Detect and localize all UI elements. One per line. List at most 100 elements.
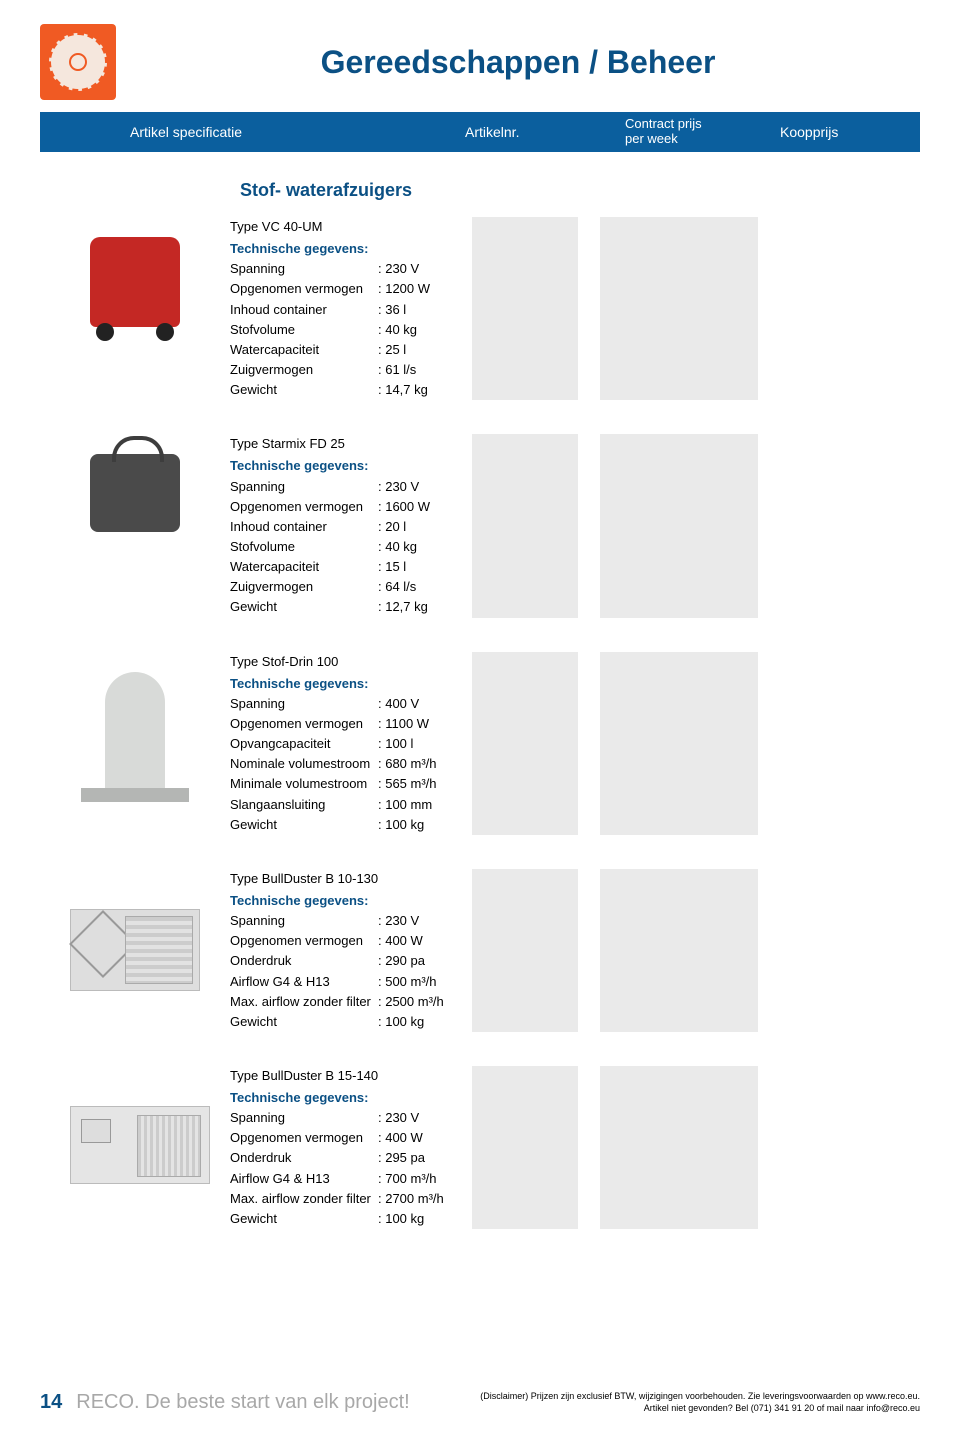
spec-key: Airflow G4 & H13 <box>230 1169 378 1189</box>
spec-key: Gewicht <box>230 1012 378 1032</box>
spec-key: Spanning <box>230 477 378 497</box>
product-image <box>40 869 230 1019</box>
spec-val: : 25 l <box>378 340 465 360</box>
spec-val: : 565 m³/h <box>378 774 465 794</box>
sawblade-icon <box>49 33 107 91</box>
spec-key: Spanning <box>230 694 378 714</box>
product-title: Type VC 40-UM <box>230 217 465 237</box>
product-image <box>40 434 230 584</box>
spec-key: Stofvolume <box>230 320 378 340</box>
tech-label: Technische gegevens: <box>230 891 465 911</box>
spec-val: : 36 l <box>378 300 465 320</box>
spec-line: Spanning: 400 V <box>230 694 465 714</box>
spec-val: : 40 kg <box>378 537 465 557</box>
product-row: Type Stof-Drin 100Technische gegevens:Sp… <box>40 652 920 835</box>
product-spec: Type VC 40-UMTechnische gegevens:Spannin… <box>230 217 465 400</box>
product-title: Type BullDuster B 10-130 <box>230 869 465 889</box>
product-row: Type Starmix FD 25Technische gegevens:Sp… <box>40 434 920 617</box>
spec-key: Gewicht <box>230 815 378 835</box>
article-number: 6169 <box>465 434 597 450</box>
spec-line: Zuigvermogen: 61 l/s <box>230 360 465 380</box>
spec-line: Spanning: 230 V <box>230 259 465 279</box>
product-image <box>40 1066 230 1216</box>
page-footer: 14 RECO. De beste start van elk project!… <box>40 1390 920 1414</box>
spec-line: Watercapaciteit: 25 l <box>230 340 465 360</box>
disclaimer-l1: (Disclaimer) Prijzen zijn exclusief BTW,… <box>480 1390 920 1402</box>
spec-line: Opgenomen vermogen: 400 W <box>230 931 465 951</box>
product-spec: Type BullDuster B 15-140Technische gegev… <box>230 1066 465 1229</box>
spec-key: Watercapaciteit <box>230 340 378 360</box>
spec-key: Gewicht <box>230 380 378 400</box>
spec-val: : 14,7 kg <box>378 380 465 400</box>
spec-key: Opgenomen vermogen <box>230 497 378 517</box>
col-spec: Artikel specificatie <box>40 124 465 140</box>
article-number: 44418 <box>465 1066 597 1082</box>
spec-key: Gewicht <box>230 1209 378 1229</box>
spec-key: Zuigvermogen <box>230 577 378 597</box>
spec-key: Gewicht <box>230 597 378 617</box>
brand-logo <box>40 24 116 100</box>
spec-val: : 230 V <box>378 477 465 497</box>
spec-val: : 64 l/s <box>378 577 465 597</box>
spec-val: : 400 V <box>378 694 465 714</box>
price: €33,00 <box>617 434 777 450</box>
section-title: Stof- waterafzuigers <box>240 180 920 201</box>
spec-key: Zuigvermogen <box>230 360 378 380</box>
footer-slogan: RECO. De beste start van elk project! <box>76 1391 480 1414</box>
spec-val: : 230 V <box>378 911 465 931</box>
currency: € <box>617 652 659 668</box>
currency: € <box>617 1066 659 1082</box>
spec-val: : 500 m³/h <box>378 972 465 992</box>
page-header: Gereedschappen / Beheer <box>40 24 920 100</box>
spec-val: : 61 l/s <box>378 360 465 380</box>
article-number: 40404 <box>465 217 597 233</box>
product-spec: Type BullDuster B 10-130Technische gegev… <box>230 869 465 1032</box>
currency: € <box>617 869 659 885</box>
spec-val: : 1600 W <box>378 497 465 517</box>
spec-val: : 400 W <box>378 931 465 951</box>
spec-val: : 12,7 kg <box>378 597 465 617</box>
col-artnr: Artikelnr. <box>465 124 625 140</box>
spec-line: Opgenomen vermogen: 1200 W <box>230 279 465 299</box>
product-list: Type VC 40-UMTechnische gegevens:Spannin… <box>40 217 920 1229</box>
product-row: Type BullDuster B 10-130Technische gegev… <box>40 869 920 1032</box>
spec-key: Stofvolume <box>230 537 378 557</box>
spec-line: Gewicht: 100 kg <box>230 1012 465 1032</box>
amount: 33,00 <box>659 217 777 233</box>
spec-key: Watercapaciteit <box>230 557 378 577</box>
page-title: Gereedschappen / Beheer <box>116 44 920 81</box>
spec-key: Onderdruk <box>230 1148 378 1168</box>
price: €110,00 <box>617 869 777 885</box>
spec-val: : 100 kg <box>378 1012 465 1032</box>
spec-line: Gewicht: 12,7 kg <box>230 597 465 617</box>
spec-val: : 1200 W <box>378 279 465 299</box>
spec-key: Onderdruk <box>230 951 378 971</box>
spec-val: : 230 V <box>378 259 465 279</box>
col-contract-l1: Contract prijs <box>625 117 780 132</box>
product-spec: Type Starmix FD 25Technische gegevens:Sp… <box>230 434 465 617</box>
currency: € <box>617 217 659 233</box>
spec-key: Opgenomen vermogen <box>230 279 378 299</box>
col-contract-l2: per week <box>625 132 780 147</box>
spec-key: Slangaansluiting <box>230 795 378 815</box>
disclaimer-l2: Artikel niet gevonden? Bel (071) 341 91 … <box>480 1402 920 1414</box>
spec-line: Watercapaciteit: 15 l <box>230 557 465 577</box>
spec-line: Gewicht: 100 kg <box>230 815 465 835</box>
spec-line: Nominale volumestroom: 680 m³/h <box>230 754 465 774</box>
spec-val: : 400 W <box>378 1128 465 1148</box>
tech-label: Technische gegevens: <box>230 674 465 694</box>
spec-val: : 100 kg <box>378 815 465 835</box>
price: €65,00 <box>617 652 777 668</box>
spec-line: Onderdruk: 295 pa <box>230 1148 465 1168</box>
spec-line: Slangaansluiting: 100 mm <box>230 795 465 815</box>
amount: 110,00 <box>659 869 777 885</box>
spec-line: Inhoud container: 20 l <box>230 517 465 537</box>
spec-line: Max. airflow zonder filter: 2500 m³/h <box>230 992 465 1012</box>
spec-line: Onderdruk: 290 pa <box>230 951 465 971</box>
spec-val: : 230 V <box>378 1108 465 1128</box>
spec-line: Airflow G4 & H13: 500 m³/h <box>230 972 465 992</box>
spec-val: : 700 m³/h <box>378 1169 465 1189</box>
article-number: 44124 <box>465 652 597 668</box>
spec-val: : 100 kg <box>378 1209 465 1229</box>
spec-val: : 100 l <box>378 734 465 754</box>
